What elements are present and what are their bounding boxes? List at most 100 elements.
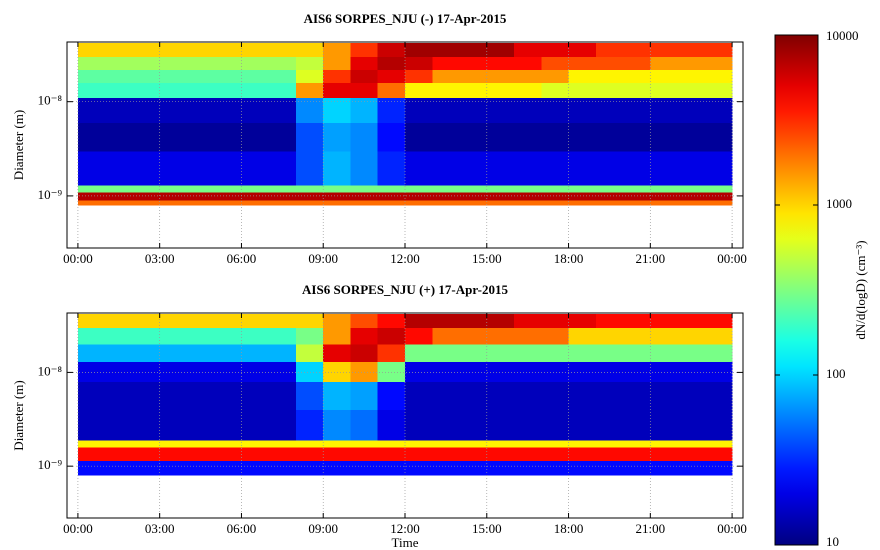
cell (295, 381, 324, 411)
cell (514, 313, 542, 329)
cell (704, 42, 733, 58)
cell (704, 192, 733, 201)
cell (268, 69, 297, 83)
cell (159, 192, 188, 201)
cell (295, 327, 324, 345)
cell (159, 122, 188, 152)
cell (323, 313, 351, 329)
cell (650, 82, 678, 99)
cell (323, 344, 351, 363)
cell (350, 42, 379, 58)
cell (623, 82, 651, 99)
cell (186, 327, 215, 345)
cell (323, 56, 351, 70)
cell (159, 327, 188, 345)
cell (323, 185, 351, 193)
cell (77, 440, 106, 448)
cell (432, 361, 460, 382)
cell (186, 440, 215, 448)
cell (105, 447, 133, 461)
cell (704, 327, 733, 345)
cell (214, 381, 242, 411)
cell (595, 185, 624, 193)
cell (677, 42, 706, 58)
cell (623, 200, 651, 206)
cell (486, 122, 515, 152)
cell (159, 185, 188, 193)
cell (214, 69, 242, 83)
cell (541, 69, 569, 83)
cell (432, 42, 460, 58)
cell (159, 82, 188, 99)
cell (77, 313, 106, 329)
x-tick-label: 06:00 (227, 251, 257, 266)
cell (159, 440, 188, 448)
cell (132, 122, 161, 152)
cell (377, 69, 406, 83)
cell (241, 460, 270, 476)
cell (77, 381, 106, 411)
cell (677, 409, 706, 441)
cell (541, 460, 569, 476)
cell (704, 185, 733, 193)
cell (105, 344, 133, 363)
cell (105, 361, 133, 382)
cell (623, 361, 651, 382)
cell (295, 361, 324, 382)
cell (323, 82, 351, 99)
cell (704, 460, 733, 476)
cell (323, 69, 351, 83)
cell (514, 327, 542, 345)
cell (132, 313, 161, 329)
cell (295, 313, 324, 329)
cell (77, 361, 106, 382)
cell (704, 409, 733, 441)
cell (677, 361, 706, 382)
cell (514, 460, 542, 476)
cell (432, 440, 460, 448)
cell (132, 200, 161, 206)
cell (704, 122, 733, 152)
cell (77, 69, 106, 83)
x-tick-label: 00:00 (717, 521, 747, 536)
cell (268, 150, 297, 186)
cell (568, 409, 597, 441)
cell (323, 192, 351, 201)
cell (486, 97, 515, 123)
cell (295, 56, 324, 70)
cell (486, 185, 515, 193)
cell (541, 192, 569, 201)
cell (459, 122, 488, 152)
cell (405, 460, 433, 476)
cell (377, 344, 406, 363)
cell (241, 409, 270, 441)
cell (459, 409, 488, 441)
cell (295, 150, 324, 186)
cell (459, 447, 488, 461)
colorbar-tick-label: 100 (826, 366, 846, 381)
cell (486, 440, 515, 448)
cell (704, 344, 733, 363)
cell (132, 460, 161, 476)
cell (132, 344, 161, 363)
cell (377, 82, 406, 99)
cell (650, 69, 678, 83)
cell (159, 200, 188, 206)
cell (704, 69, 733, 83)
heatmap-cells (77, 313, 733, 476)
cell (650, 344, 678, 363)
cell (132, 361, 161, 382)
cell (77, 447, 106, 461)
cell (105, 409, 133, 441)
cell (405, 56, 433, 70)
cell (650, 361, 678, 382)
cell (323, 200, 351, 206)
cell (268, 447, 297, 461)
cell (377, 200, 406, 206)
cell (514, 122, 542, 152)
cell (541, 327, 569, 345)
cell (350, 82, 379, 99)
cell (214, 192, 242, 201)
cell (186, 409, 215, 441)
x-tick-label: 18:00 (554, 521, 584, 536)
